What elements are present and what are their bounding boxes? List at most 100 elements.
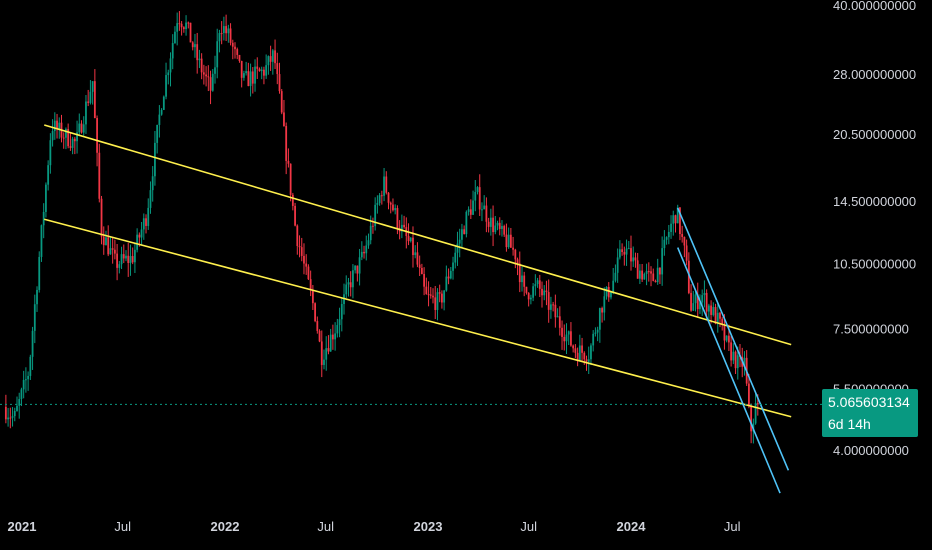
candle-body (303, 255, 305, 264)
candle-body (109, 248, 112, 255)
candle-body (360, 251, 363, 258)
candle-body (140, 229, 143, 238)
candle-body (418, 264, 421, 268)
candle-body (269, 56, 272, 62)
candle-body (647, 271, 650, 273)
candle-body (73, 138, 76, 142)
candle-body (214, 67, 216, 74)
candle-body (625, 248, 628, 255)
candle-body (425, 286, 428, 295)
candle-body (318, 330, 321, 342)
candle-body (736, 355, 739, 369)
candle-body (683, 236, 686, 246)
candle-body (151, 176, 154, 191)
candle-body (18, 398, 21, 406)
candle-body (149, 190, 152, 208)
candle-body (336, 325, 339, 334)
candle-body (750, 405, 753, 432)
candle-body (129, 256, 132, 263)
candle-body (258, 68, 261, 72)
candle-body (756, 403, 759, 405)
candle-body (105, 237, 107, 246)
candle-body (638, 270, 641, 279)
candle-body (367, 240, 370, 246)
candle-body (71, 138, 74, 148)
candle-body (229, 28, 232, 43)
candle-body (209, 77, 212, 91)
candle-body (325, 348, 328, 360)
candle-body (358, 257, 361, 274)
candle-body (454, 252, 457, 263)
candle-body (607, 286, 610, 298)
trendline[interactable] (44, 124, 792, 346)
candle-body (53, 120, 56, 132)
candle-body (171, 43, 174, 59)
candle-body (461, 229, 463, 240)
candle-body (220, 33, 223, 35)
candle-body (245, 71, 248, 74)
candle-body (4, 406, 7, 420)
trendline[interactable] (44, 218, 792, 418)
candle-body (674, 215, 677, 224)
candle-body (667, 231, 670, 238)
candle-body (570, 331, 572, 346)
candle-body (236, 49, 239, 55)
candle-body (11, 416, 14, 418)
candle-body (494, 225, 497, 233)
candle-body (107, 237, 110, 255)
candle-body (27, 375, 30, 380)
trendline[interactable] (676, 247, 781, 494)
candle-body (694, 294, 697, 304)
candle-body (676, 207, 679, 224)
candle-body (31, 330, 34, 357)
candle-body (523, 275, 526, 287)
candle-body (180, 23, 183, 28)
candle-body (503, 226, 506, 235)
candle-body (754, 403, 757, 424)
candle-body (65, 128, 67, 138)
x-tick-label: 2021 (8, 519, 37, 534)
candle-body (385, 176, 388, 193)
candle-body (583, 352, 586, 360)
candle-body (45, 184, 47, 212)
candle-body (387, 192, 390, 203)
candle-body (347, 282, 350, 285)
candle-body (42, 211, 45, 226)
candle-body (514, 249, 517, 260)
candle-body (670, 223, 672, 232)
candle-body (687, 260, 690, 293)
candle-body (207, 76, 210, 78)
candle-body (142, 218, 145, 230)
candle-body (690, 292, 692, 311)
candle-body (679, 207, 681, 235)
candle-body (289, 163, 292, 195)
candle-body (529, 297, 532, 300)
candle-body (567, 331, 570, 335)
x-axis[interactable]: 2021 Jul 2022 Jul 2023 Jul 2024 Jul (8, 519, 741, 534)
candle-body (51, 131, 54, 141)
candle-body (452, 262, 454, 271)
candle-body (118, 264, 121, 268)
trendline[interactable] (676, 207, 790, 471)
candle-body (211, 73, 214, 91)
candle-body (176, 23, 179, 32)
candle-body (618, 249, 621, 258)
candle-body (492, 217, 494, 233)
candle-body (587, 359, 590, 362)
candle-body (748, 383, 750, 406)
candle-body (512, 247, 514, 250)
candle-body (100, 198, 103, 237)
candle-body (291, 194, 294, 206)
candle-body (414, 252, 417, 256)
candle-body (305, 263, 308, 267)
y-axis[interactable]: 40.000000000 28.000000000 20.500000000 14.5… (833, 0, 916, 458)
candle-body (432, 295, 434, 298)
candle-body (478, 187, 481, 210)
candle-body (169, 58, 172, 73)
candle-body (672, 215, 675, 224)
candle-body (596, 329, 599, 333)
candle-body (40, 225, 43, 257)
candle-body (563, 336, 566, 342)
candle-body (400, 224, 403, 232)
candle-body (276, 63, 279, 75)
